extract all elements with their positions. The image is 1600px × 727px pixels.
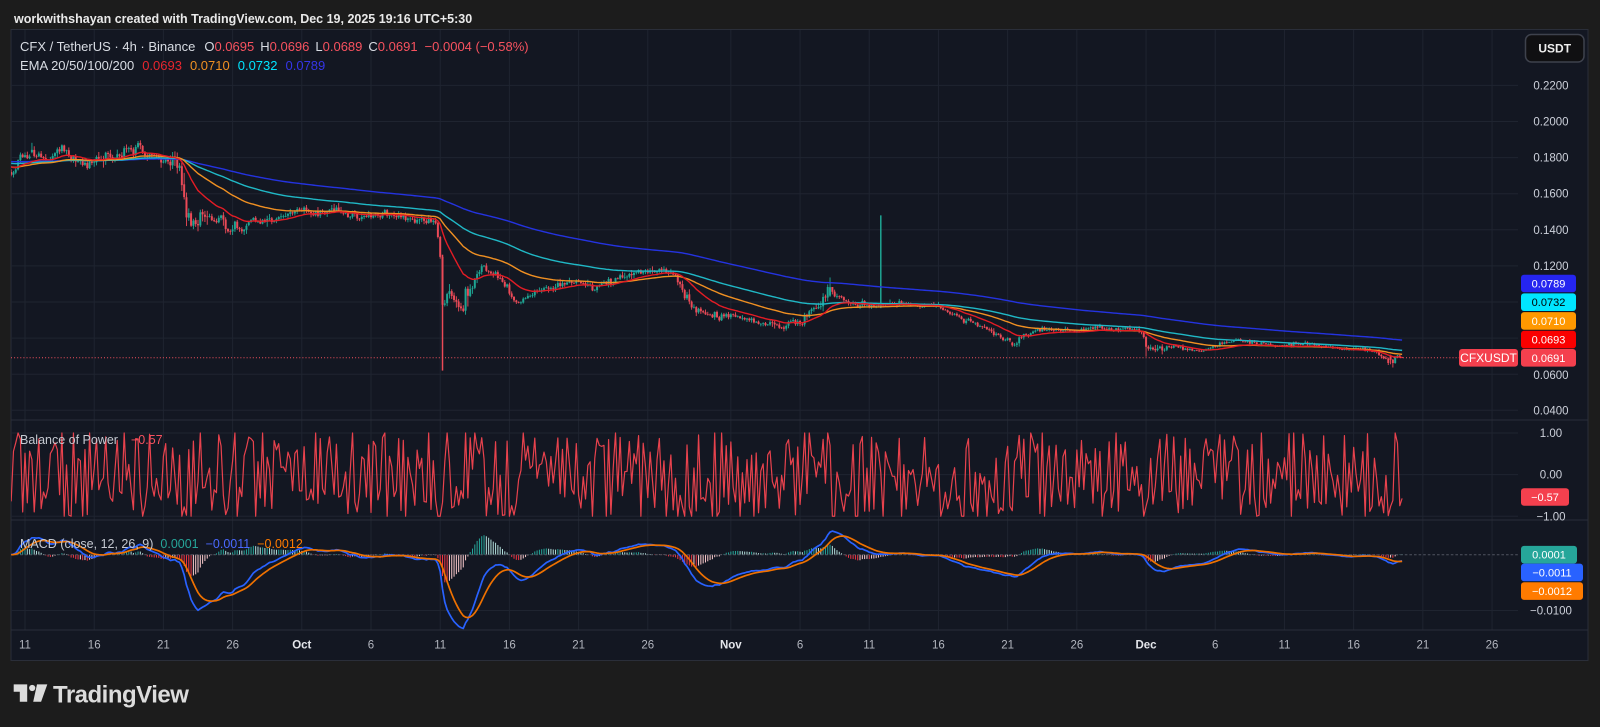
svg-text:6: 6 — [368, 640, 374, 652]
svg-text:CFXUSDT: CFXUSDT — [1460, 351, 1517, 365]
svg-text:−0.0011: −0.0011 — [1532, 567, 1571, 579]
svg-text:−0.0100: −0.0100 — [1530, 606, 1572, 618]
svg-text:−0.57: −0.57 — [1531, 492, 1559, 504]
svg-text:0.1800: 0.1800 — [1533, 153, 1568, 165]
svg-text:26: 26 — [1486, 640, 1499, 652]
svg-text:Dec: Dec — [1135, 640, 1157, 652]
svg-text:21: 21 — [572, 640, 585, 652]
svg-text:0.1200: 0.1200 — [1533, 261, 1568, 273]
svg-text:26: 26 — [1070, 640, 1083, 652]
svg-text:Nov: Nov — [720, 640, 742, 652]
svg-text:0.2000: 0.2000 — [1533, 117, 1568, 129]
svg-text:USDT: USDT — [1538, 42, 1571, 56]
svg-text:21: 21 — [157, 640, 170, 652]
svg-text:0.0691: 0.0691 — [1532, 353, 1566, 365]
svg-text:TradingView: TradingView — [53, 682, 189, 709]
svg-text:0.00: 0.00 — [1540, 470, 1562, 482]
svg-text:0.0732: 0.0732 — [1532, 297, 1566, 309]
svg-text:11: 11 — [19, 640, 31, 652]
svg-text:0.1400: 0.1400 — [1533, 225, 1568, 237]
svg-text:26: 26 — [641, 640, 654, 652]
svg-text:−0.57: −0.57 — [131, 433, 163, 447]
svg-text:Oct: Oct — [292, 640, 311, 652]
svg-text:16: 16 — [503, 640, 516, 652]
svg-text:21: 21 — [1001, 640, 1014, 652]
svg-text:0.0400: 0.0400 — [1533, 405, 1568, 417]
svg-text:0.2200: 0.2200 — [1533, 80, 1568, 92]
svg-text:6: 6 — [1212, 640, 1218, 652]
svg-text:26: 26 — [226, 640, 239, 652]
svg-text:11: 11 — [434, 640, 446, 652]
svg-text:16: 16 — [88, 640, 101, 652]
svg-text:workwithshayan created with Tr: workwithshayan created with TradingView.… — [13, 12, 472, 26]
svg-text:MACD (close, 12, 26, 9)0.0001−: MACD (close, 12, 26, 9) 0.0001 −0.0011 −0.0… — [20, 537, 303, 551]
svg-text:11: 11 — [1278, 640, 1290, 652]
svg-text:16: 16 — [1347, 640, 1360, 652]
svg-text:16: 16 — [932, 640, 945, 652]
svg-text:0.0001: 0.0001 — [1532, 550, 1566, 562]
svg-text:6: 6 — [797, 640, 803, 652]
svg-text:0.0710: 0.0710 — [1532, 316, 1566, 328]
svg-text:11: 11 — [863, 640, 875, 652]
svg-text:−0.0012: −0.0012 — [1532, 586, 1572, 598]
svg-text:0.0600: 0.0600 — [1533, 370, 1568, 382]
svg-text:0.0693: 0.0693 — [1532, 335, 1566, 347]
svg-text:Balance of Power: Balance of Power — [20, 433, 118, 447]
svg-text:0.1600: 0.1600 — [1533, 189, 1568, 201]
svg-text:0.0789: 0.0789 — [1532, 279, 1566, 291]
svg-text:−1.00: −1.00 — [1536, 511, 1565, 523]
svg-text:1.00: 1.00 — [1540, 428, 1562, 440]
svg-text:21: 21 — [1416, 640, 1429, 652]
